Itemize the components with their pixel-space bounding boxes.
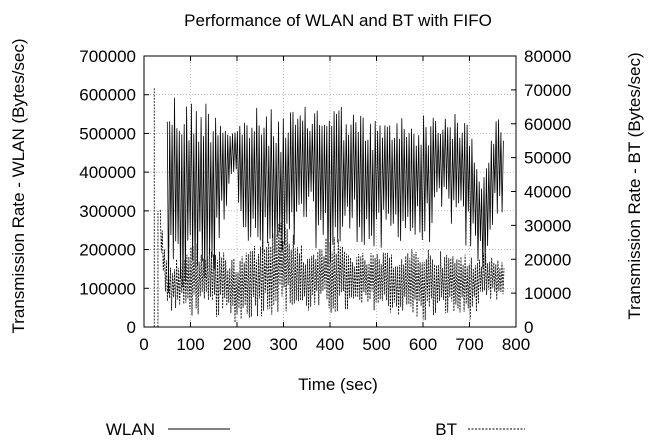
x-axis-label: Time (sec) <box>298 375 378 394</box>
y-axis-left-label: Transmission Rate - WLAN (Bytes/sec) <box>9 38 28 333</box>
y-right-tick-label: 50000 <box>524 149 571 168</box>
y-axis-right-label: Transmission Rate - BT (Bytes/sec) <box>625 52 644 319</box>
y-left-tick-label: 0 <box>127 318 136 337</box>
x-ticks: 0 100 200 300 400 500 600 700 800 <box>139 56 530 354</box>
y-left-tick-label: 300000 <box>79 202 136 221</box>
series-line-wlan <box>166 97 504 293</box>
y-left-tick-label: 200000 <box>79 241 136 260</box>
x-tick-label: 100 <box>176 335 204 354</box>
x-tick-label: 400 <box>316 335 344 354</box>
y-right-ticks: 0 10000 20000 30000 40000 50000 60000 70000 8000… <box>511 47 571 337</box>
chart-title: Performance of WLAN and BT with FIFO <box>184 11 492 30</box>
y-right-tick-label: 80000 <box>524 47 571 66</box>
y-right-tick-label: 70000 <box>524 81 571 100</box>
x-tick-label: 500 <box>362 335 390 354</box>
x-tick-label: 200 <box>223 335 251 354</box>
x-tick-label: 300 <box>269 335 297 354</box>
series-wlan <box>166 97 504 293</box>
y-right-tick-label: 10000 <box>524 284 571 303</box>
y-left-ticks: 0 100000 200000 300000 400000 500000 600000 700… <box>79 47 149 337</box>
x-tick-label: 700 <box>455 335 483 354</box>
x-tick-label: 600 <box>409 335 437 354</box>
y-right-tick-label: 40000 <box>524 183 571 202</box>
x-tick-label: 0 <box>139 335 148 354</box>
y-left-tick-label: 500000 <box>79 124 136 143</box>
y-right-tick-label: 20000 <box>524 250 571 269</box>
y-left-tick-label: 100000 <box>79 279 136 298</box>
x-tick-label: 800 <box>502 335 530 354</box>
y-left-tick-label: 700000 <box>79 47 136 66</box>
y-right-tick-label: 60000 <box>524 115 571 134</box>
y-right-tick-label: 0 <box>524 318 533 337</box>
legend-label-wlan: WLAN <box>106 420 155 439</box>
series-bt <box>153 86 505 327</box>
series-line-bt <box>159 209 505 323</box>
legend: WLAN BT <box>106 420 525 439</box>
y-left-tick-label: 400000 <box>79 163 136 182</box>
legend-label-bt: BT <box>435 420 457 439</box>
y-left-tick-label: 600000 <box>79 86 136 105</box>
y-right-tick-label: 30000 <box>524 216 571 235</box>
